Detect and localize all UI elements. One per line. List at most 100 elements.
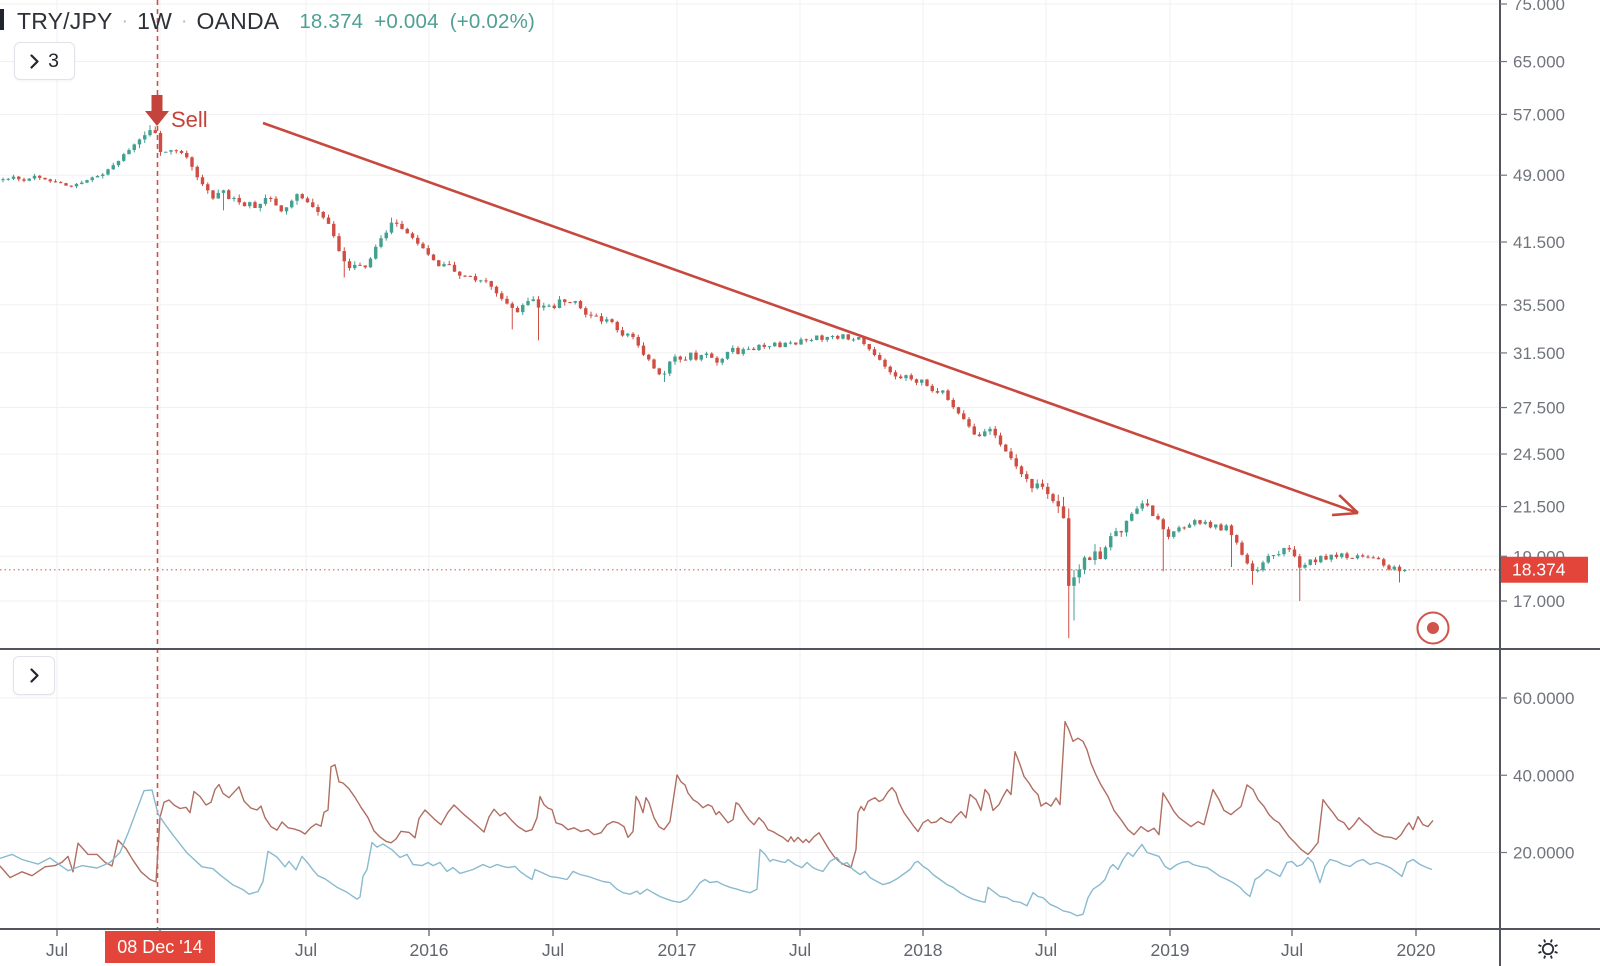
candle-body: [295, 194, 299, 201]
candle-body: [452, 264, 457, 272]
candle-body: [888, 366, 892, 373]
candle-body: [379, 238, 383, 247]
price-change: +0.004: [374, 9, 439, 33]
trend-line[interactable]: [262, 121, 1359, 515]
event-date-label-box: [105, 931, 215, 963]
sell-arrow-icon[interactable]: [145, 95, 169, 126]
candle-body: [347, 261, 352, 269]
interval-label[interactable]: 1W: [137, 8, 172, 34]
candle-body: [74, 183, 79, 187]
candle-body: [463, 275, 467, 277]
candle-body: [300, 194, 304, 199]
quote-values: 18.374 +0.004 (+0.02%): [299, 10, 535, 34]
candle-body: [153, 130, 157, 133]
candle-body: [185, 152, 189, 158]
gear-spoke: [1538, 950, 1542, 954]
candle-body: [689, 352, 693, 360]
price-tick-label: 31.500: [1513, 344, 1565, 363]
header-separator: ·: [181, 10, 188, 32]
candle-body: [878, 355, 882, 360]
candle-body: [825, 336, 829, 340]
candle-body: [883, 359, 887, 367]
candle-body: [1361, 555, 1365, 557]
sell-marker[interactable]: Sell: [145, 95, 208, 132]
candle-body: [762, 344, 766, 347]
current-price-label-box: [1501, 556, 1588, 583]
candles-layer: [1, 125, 1407, 639]
candle-body: [358, 264, 362, 266]
candle-body: [1124, 520, 1129, 533]
candle-body: [363, 265, 367, 268]
candle-body: [641, 345, 646, 355]
candle-body: [1151, 505, 1155, 516]
current-price-label: 18.374: [1512, 560, 1566, 580]
price-tick-label: 24.500: [1513, 445, 1565, 464]
candle-body: [316, 207, 320, 212]
candle-body: [610, 319, 614, 322]
candle-body: [11, 176, 16, 179]
candle-body: [972, 426, 976, 435]
candle-body: [542, 305, 546, 308]
candle-body: [647, 354, 651, 360]
trend-arrowhead: [1331, 511, 1359, 517]
candle-body: [977, 434, 982, 437]
candle-body: [741, 349, 745, 354]
candle-body: [305, 198, 310, 203]
candle-body: [1030, 478, 1034, 489]
candle-body: [668, 361, 672, 374]
candle-body: [778, 342, 782, 348]
price-tick-label: 75.000: [1513, 0, 1565, 14]
candle-body: [468, 275, 472, 277]
candle-body: [174, 150, 178, 152]
candle-body: [1019, 466, 1024, 475]
candle-body: [998, 435, 1003, 445]
symbol-name[interactable]: TRY/JPY: [17, 8, 113, 34]
candle-body: [536, 299, 541, 308]
candle-body: [95, 175, 100, 178]
candle-body: [368, 258, 373, 268]
candle-body: [794, 342, 798, 345]
candle-body: [909, 375, 913, 380]
timezone-settings-gear-icon[interactable]: [1538, 939, 1558, 959]
candle-body: [200, 177, 205, 185]
candle-body: [1245, 554, 1249, 564]
sell-label: Sell: [171, 107, 208, 132]
candle-body: [930, 385, 934, 392]
gear-spoke: [1543, 955, 1547, 959]
price-scale[interactable]: 75.000 65.000 57.000 49.000 41.500 35.500 31.5…: [1500, 0, 1574, 863]
candle-body: [1382, 559, 1386, 566]
trend-arrow-annotation[interactable]: [262, 121, 1359, 517]
time-scale[interactable]: Jul 08 Dec '14 Jul 2016 Jul 2017 Jul 2018 Jul 201…: [46, 929, 1436, 963]
circle-point-annotation[interactable]: [1416, 611, 1450, 645]
candle-body: [631, 333, 635, 338]
candle-body: [242, 202, 247, 207]
red_line-plot: [0, 720, 1434, 883]
candle-body: [32, 175, 37, 179]
candle-body: [678, 356, 682, 360]
candle-body: [195, 166, 199, 178]
candle-body: [736, 347, 740, 354]
candle-body: [473, 276, 478, 281]
candle-body: [1093, 551, 1097, 561]
candle-body: [657, 368, 661, 375]
expand-indicator-pane-button[interactable]: [13, 656, 55, 695]
time-tick-label: 2018: [904, 940, 943, 960]
event-date-label: 08 Dec '14: [117, 937, 203, 957]
candle-body: [809, 339, 814, 341]
candle-body: [872, 349, 877, 356]
candle-body: [122, 154, 126, 161]
candle-body: [38, 175, 42, 178]
exchange-label[interactable]: OANDA: [196, 8, 280, 34]
candle-body: [500, 293, 504, 299]
candle-body: [846, 334, 850, 340]
collapse-indicators-button[interactable]: 3: [14, 42, 75, 80]
candle-body: [820, 335, 824, 340]
candle-body: [1271, 555, 1276, 557]
candle-body: [484, 280, 488, 282]
candle-body: [568, 302, 572, 304]
candle-body: [531, 299, 535, 302]
candle-body: [494, 286, 499, 294]
candle-body: [510, 303, 514, 308]
candle-body: [925, 379, 929, 386]
